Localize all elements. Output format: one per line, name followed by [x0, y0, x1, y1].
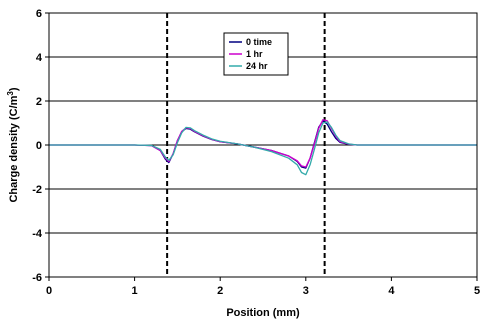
- x-tick-label-1: 1: [132, 285, 138, 297]
- y-tick-label-0: -6: [32, 272, 42, 284]
- x-tick-label-3: 3: [303, 285, 309, 297]
- series-line-1: [49, 119, 477, 168]
- x-axis-title: Position (mm): [226, 307, 300, 319]
- y-axis-title-main: Charge density (C/m: [8, 95, 20, 202]
- x-tick-label-0: 0: [46, 285, 52, 297]
- series-line-2: [49, 121, 477, 176]
- x-tick-label-4: 4: [388, 285, 395, 297]
- y-tick-label-5: 4: [36, 52, 43, 64]
- legend-label-2: 24 hr: [246, 61, 268, 71]
- series-layer: [49, 119, 477, 176]
- tick-layer: 0 1 2 3 4 5 -6 -4 -2 0 2 4 6: [32, 8, 480, 297]
- y-tick-label-2: -2: [32, 184, 42, 196]
- y-tick-label-1: -4: [32, 228, 43, 240]
- y-axis-title-superscript: 3: [6, 91, 15, 96]
- vline-layer: [166, 13, 326, 277]
- legend-label-1: 1 hr: [246, 49, 263, 59]
- y-axis-title: Charge density (C/m3): [6, 87, 20, 202]
- y-tick-label-6: 6: [36, 8, 42, 20]
- y-tick-label-3: 0: [36, 140, 42, 152]
- legend-label-0: 0 time: [246, 37, 272, 47]
- x-tick-label-2: 2: [217, 285, 223, 297]
- x-tick-label-5: 5: [474, 285, 480, 297]
- y-axis-title-close: ): [8, 87, 20, 91]
- legend-entries: 0 time 1 hr 24 hr: [229, 37, 272, 71]
- legend: 0 time 1 hr 24 hr: [223, 32, 289, 76]
- y-tick-label-4: 2: [36, 96, 42, 108]
